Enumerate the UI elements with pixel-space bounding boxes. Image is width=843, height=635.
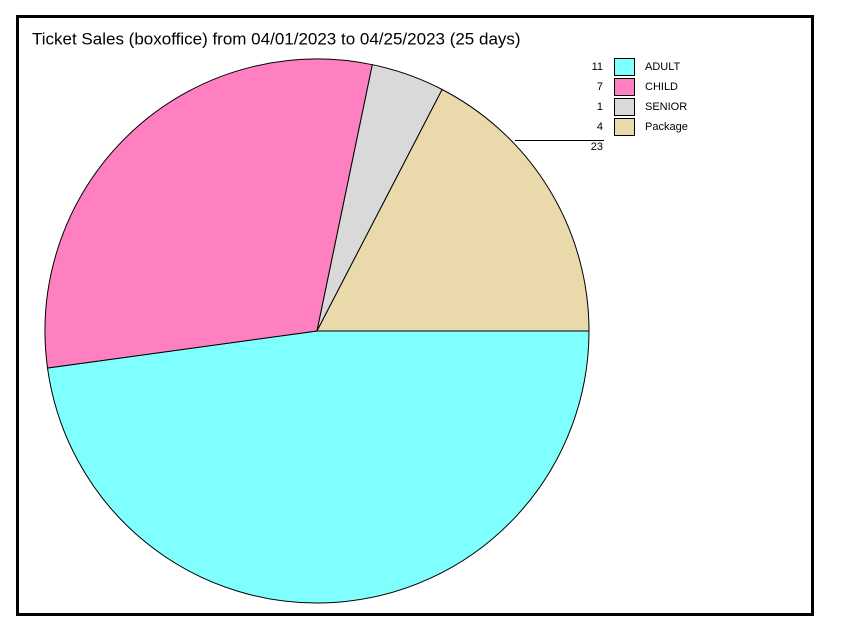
legend-value: 4: [597, 121, 603, 133]
legend-value: 11: [592, 61, 603, 73]
legend-value: 7: [597, 81, 603, 93]
legend-value: 1: [597, 101, 603, 113]
legend-swatch: [614, 98, 635, 116]
legend-total: 23: [591, 141, 603, 153]
legend-label: CHILD: [645, 81, 678, 93]
legend-swatch: [614, 58, 635, 76]
pie-slice: [46, 330, 590, 604]
pie-slice: [316, 88, 590, 332]
legend-label: SENIOR: [645, 101, 687, 113]
legend-label: ADULT: [645, 61, 681, 73]
legend-label: Package: [645, 121, 688, 133]
pie-slice: [44, 58, 373, 369]
legend-swatch: [614, 78, 635, 96]
chart-title: Ticket Sales (boxoffice) from 04/01/2023…: [32, 29, 521, 48]
legend-swatch: [614, 118, 635, 136]
